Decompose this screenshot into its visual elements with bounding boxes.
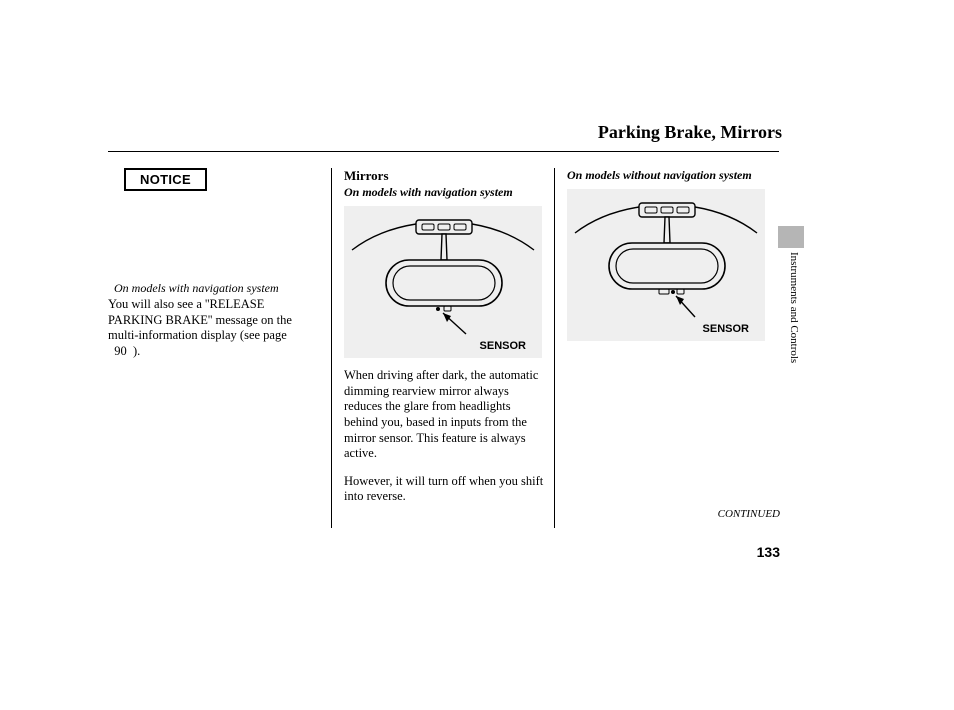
col2-body-1: When driving after dark, the automatic d… — [344, 368, 544, 462]
manual-page: Parking Brake, Mirrors Instruments and C… — [0, 0, 954, 710]
col1-body: You will also see a ''RELEASE PARKING BR… — [108, 297, 321, 360]
column-1: NOTICE On models with navigation system … — [108, 168, 331, 528]
column-2: Mirrors On models with navigation system — [331, 168, 554, 528]
mirror-svg-without-nav — [567, 189, 765, 341]
columns: NOTICE On models with navigation system … — [108, 168, 779, 528]
section-tab — [778, 226, 804, 248]
col2-body-2: However, it will turn off when you shift… — [344, 474, 544, 505]
section-label: Instruments and Controls — [788, 252, 800, 363]
page-title: Parking Brake, Mirrors — [108, 122, 782, 143]
mirror-diagram-with-nav: SENSOR — [344, 206, 542, 358]
title-rule — [108, 151, 779, 152]
col2-subheading: On models with navigation system — [344, 185, 544, 200]
mirror-svg-with-nav — [344, 206, 542, 358]
notice-box: NOTICE — [124, 168, 207, 191]
col2-heading: Mirrors — [344, 168, 544, 184]
continued-label: CONTINUED — [718, 508, 780, 520]
page-number: 133 — [757, 544, 780, 560]
mirror-diagram-without-nav: SENSOR — [567, 189, 765, 341]
col3-subheading: On models without navigation system — [567, 168, 767, 183]
sensor-label: SENSOR — [480, 340, 526, 352]
sensor-label: SENSOR — [703, 323, 749, 335]
col1-note: On models with navigation system — [114, 281, 321, 296]
column-3: On models without navigation system — [554, 168, 777, 528]
